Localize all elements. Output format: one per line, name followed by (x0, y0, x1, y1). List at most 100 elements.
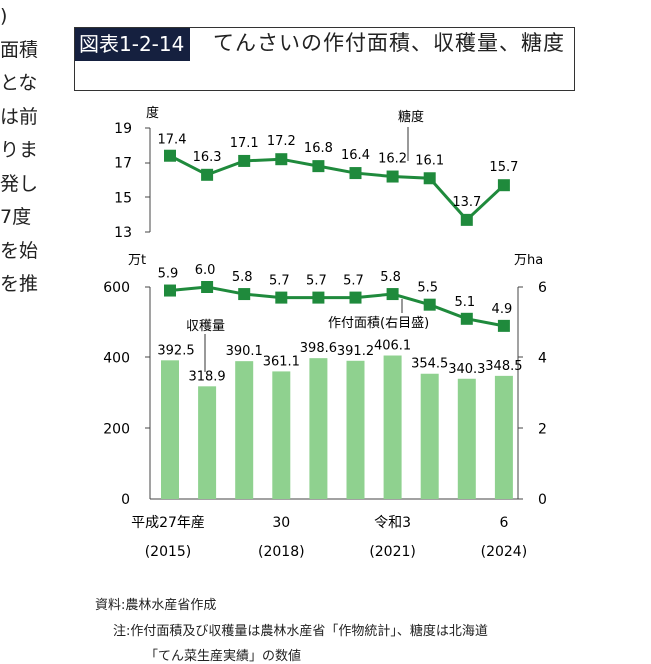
harvest-data-label: 406.1 (374, 339, 411, 354)
harvest-data-label: 354.5 (411, 357, 448, 372)
lower-y-ticks-left: 0 200 400 600 (103, 280, 130, 508)
sugar-point (460, 213, 473, 226)
x-tick-label: 30 (272, 515, 290, 531)
sugar-point (497, 179, 510, 192)
sugar-point (386, 170, 399, 183)
footnote-line-2: 「てん菜生産実績」の数値 (145, 649, 302, 664)
sugar-point (201, 168, 214, 181)
area-point (164, 284, 176, 297)
area-legend-label: 作付面積(右目盛) (328, 316, 429, 331)
sugar-line (169, 154, 505, 223)
sugar-data-label: 16.3 (193, 150, 222, 165)
sugar-data-label: 16.8 (304, 141, 333, 156)
area-data-label: 4.9 (492, 302, 513, 317)
x-tick-label: 令和3 (374, 515, 411, 531)
sugar-axes (145, 127, 151, 233)
x-tick-label: 平成27年産 (131, 515, 205, 531)
area-data-label: 5.7 (343, 274, 364, 289)
harvest-bar (161, 360, 179, 499)
lower-y-tick-right: 0 (538, 492, 547, 508)
lower-y-label-right: 万ha (514, 253, 543, 268)
lower-y-label-left: 万t (128, 253, 146, 268)
harvest-bar (383, 355, 402, 499)
sugar-data-labels: 17.4 16.3 17.1 17.2 16.8 16.4 16.2 16.1 13.7 15.7 (158, 133, 519, 210)
sugar-y-tick: 17 (114, 156, 132, 172)
body-text-line: 7度 (0, 206, 32, 228)
figure-title-box: 図表1-2-14 てんさいの作付面積、収穫量、糖度 (74, 27, 575, 91)
harvest-legend-label: 収穫量 (186, 319, 225, 334)
sugar-data-label: 17.4 (158, 133, 187, 148)
harvest-bar (235, 361, 254, 499)
area-data-label: 5.5 (417, 281, 438, 296)
sugar-y-label: 度 (146, 105, 159, 121)
area-data-label: 5.9 (158, 267, 179, 282)
sugar-point (164, 149, 176, 162)
sugar-series (164, 149, 510, 226)
harvest-data-label: 340.3 (448, 362, 485, 377)
harvest-data-label: 348.5 (485, 359, 522, 374)
lower-y-tick-left: 400 (103, 351, 130, 367)
area-data-label: 5.7 (306, 274, 327, 289)
area-point (312, 291, 325, 304)
body-text-line: は前 (0, 105, 39, 128)
harvest-bar (309, 358, 328, 499)
lower-y-tick-left: 200 (103, 421, 130, 437)
area-data-label: 6.0 (195, 263, 216, 278)
x-tick-labels: 平成27年産 (2015) 30 (2018) 令和3 (2021) 6 (2024) (131, 515, 527, 560)
body-text-line: を始 (0, 239, 39, 262)
harvest-bar (457, 378, 476, 499)
area-line (169, 285, 505, 328)
harvest-data-label: 318.9 (188, 369, 225, 384)
footnote-line-1: 注:作付面積及び収穫量は農林水産省「作物統計」、糖度は北海道 (113, 624, 488, 639)
lower-y-tick-right: 4 (538, 351, 547, 367)
harvest-bar (272, 371, 291, 499)
sugar-point (349, 167, 362, 180)
area-point (386, 288, 399, 301)
harvest-data-label: 390.1 (226, 344, 263, 359)
lower-y-tick-left: 600 (103, 280, 130, 296)
sugar-point (238, 154, 251, 167)
area-point (497, 319, 510, 332)
sugar-data-label: 13.7 (452, 195, 481, 210)
figure-title: てんさいの作付面積、収穫量、糖度 (213, 31, 565, 55)
lower-y-ticks-right: 0 2 4 6 (538, 280, 547, 508)
area-data-label: 5.7 (269, 274, 290, 289)
lower-y-tick-right: 2 (538, 421, 547, 437)
sugar-point (423, 172, 436, 185)
area-point (238, 288, 251, 301)
body-text-line: ) (0, 5, 8, 27)
harvest-data-label: 392.5 (157, 343, 194, 358)
area-point (201, 281, 214, 293)
lower-y-tick-left: 0 (121, 492, 130, 508)
harvest-data-label: 398.6 (300, 341, 337, 356)
sugar-y-tick: 13 (114, 225, 132, 241)
harvest-bars (161, 355, 513, 499)
body-text-line: 面積 (0, 38, 39, 61)
area-data-label: 5.8 (232, 270, 253, 285)
sugar-point (275, 153, 288, 166)
sugar-point (312, 160, 325, 173)
body-text-line: を推 (0, 273, 39, 295)
x-tick-label: 6 (499, 515, 508, 531)
area-point (275, 291, 288, 304)
sugar-y-tick: 15 (114, 190, 132, 206)
sugar-data-label: 16.4 (341, 148, 370, 163)
x-tick-sublabel: (2015) (145, 544, 192, 560)
x-tick-sublabel: (2021) (369, 544, 416, 560)
harvest-bar (420, 373, 439, 499)
sugar-y-tick: 19 (114, 121, 132, 137)
body-text-fragment: ) 面積 とな は前 りま 発し 7度 を始 を推 (0, 0, 40, 302)
sugar-data-label: 15.7 (489, 160, 518, 175)
area-data-labels: 5.9 6.0 5.8 5.7 5.7 5.7 5.8 5.5 5.1 4.9 (158, 263, 513, 317)
x-tick-sublabel: (2018) (258, 544, 305, 560)
area-point (460, 312, 473, 325)
harvest-bar (346, 360, 365, 499)
harvest-bar (198, 386, 217, 499)
sugar-data-label: 16.1 (415, 153, 444, 168)
harvest-bar (494, 375, 513, 499)
area-series (164, 281, 510, 332)
area-point (423, 298, 436, 311)
area-data-label: 5.1 (454, 295, 475, 310)
area-data-label: 5.8 (380, 270, 401, 285)
